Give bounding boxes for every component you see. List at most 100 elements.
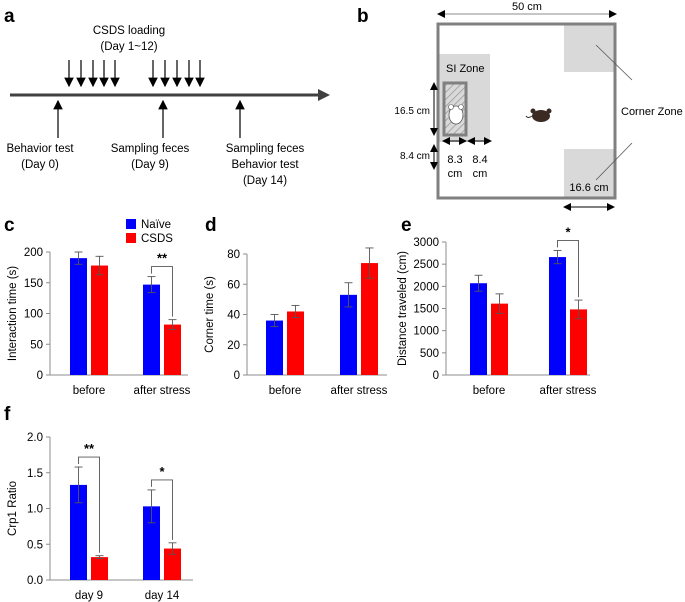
panel-label-c: c	[4, 215, 15, 236]
legend-swatch-naive	[126, 219, 136, 229]
y-tick-label: 2000	[413, 281, 439, 293]
bar-csds	[164, 324, 181, 375]
corner-width-label: 16.6 cm	[569, 182, 608, 194]
event-2-line3: (Day 14)	[243, 175, 287, 187]
significance-bracket	[151, 479, 173, 540]
bar-csds	[491, 303, 508, 375]
significance-bracket	[151, 266, 173, 317]
event-1-line2: (Day 9)	[131, 159, 169, 171]
event-1-line1: Sampling feces	[111, 143, 190, 155]
x-category-label: after stress	[331, 385, 388, 397]
loading-arrows	[64, 60, 205, 88]
y-tick-label: 2500	[413, 259, 439, 271]
bar-csds	[570, 309, 587, 375]
y-tick-label: 50	[30, 339, 43, 351]
zone-width-unit: cm	[473, 168, 488, 180]
significance-bracket	[78, 456, 100, 553]
x-category-label: day 14	[145, 590, 180, 602]
legend: Naïve CSDS	[126, 219, 173, 245]
bar-csds	[91, 557, 108, 580]
timeline-arrowhead	[318, 89, 330, 101]
corner-callout-line-bottom	[595, 142, 633, 181]
bar-csds	[91, 265, 108, 375]
chart-c-interaction-time: 0 50 100 150 200 Interaction time (s) before af…	[7, 247, 191, 397]
significance-bracket	[557, 239, 579, 298]
bar-csds	[361, 263, 378, 375]
y-tick-label: 0.0	[27, 575, 43, 587]
y-tick-label: 3000	[413, 237, 439, 249]
x-category-label: before	[473, 385, 506, 397]
panel-label-d: d	[205, 215, 217, 236]
panel-label-b: b	[357, 6, 369, 27]
significance-label: *	[159, 464, 165, 479]
y-tick-label: 500	[420, 348, 439, 360]
legend-label-naive: Naïve	[141, 219, 171, 231]
y-tick-label: 1000	[413, 326, 439, 338]
y-tick-label: 1500	[413, 304, 439, 316]
csds-loading-days: (Day 1~12)	[100, 41, 157, 53]
y-tick-label: 60	[227, 279, 240, 291]
panel-label-a: a	[4, 6, 15, 27]
event-2-line1: Sampling feces	[226, 143, 305, 155]
bar-naive	[70, 258, 87, 375]
x-category-label: after stress	[134, 385, 191, 397]
y-tick-label: 1.0	[27, 504, 43, 516]
significance-label: **	[84, 441, 95, 456]
x-category-label: before	[269, 385, 302, 397]
y-tick-label: 2.0	[27, 432, 43, 444]
panel-b-arena: b 50 cm SI Zone Corner Zone 16	[357, 1, 683, 211]
csds-loading-title: CSDS loading	[93, 25, 165, 37]
cage-mouse-icon	[448, 104, 464, 125]
y-tick-label: 20	[227, 340, 240, 352]
bar-naive	[70, 484, 87, 580]
bar-naive	[266, 320, 283, 375]
corner-zone-label: Corner Zone	[621, 106, 683, 118]
cage-width-unit: cm	[448, 168, 463, 180]
bar-naive	[470, 283, 487, 375]
corner-zone-bottom	[564, 149, 615, 198]
x-category-label: after stress	[540, 385, 597, 397]
cage-height-label: 16.5 cm	[394, 106, 430, 117]
zone-width-value: 8.4	[472, 154, 487, 166]
y-tick-label: 200	[24, 247, 43, 259]
y-axis-title: Crp1 Ratio	[7, 481, 19, 536]
y-tick-label: 0	[37, 370, 43, 382]
bar-csds	[287, 311, 304, 375]
significance-label: *	[565, 224, 571, 239]
x-category-label: before	[73, 385, 106, 397]
chart-d-corner-time: 0 20 40 60 80 Corner time (s) before after stre…	[204, 247, 388, 397]
y-tick-label: 0	[234, 370, 240, 382]
bar-naive	[143, 284, 160, 375]
zone-height-label: 8.4 cm	[400, 151, 430, 162]
si-zone-label: SI Zone	[446, 63, 485, 75]
y-tick-label: 0.5	[27, 539, 43, 551]
panel-a-timeline: a CSDS loading (Day 1~12) Behavior test …	[4, 6, 330, 187]
event-0-line2: (Day 0)	[21, 159, 59, 171]
bar-naive	[549, 257, 566, 375]
arena-width-label: 50 cm	[512, 1, 542, 13]
cage-width-value: 8.3	[447, 154, 462, 166]
y-tick-label: 1.5	[27, 468, 43, 480]
y-axis-title: Corner time (s)	[204, 276, 216, 353]
corner-zone-top	[564, 24, 615, 72]
corner-callout-line-top	[595, 44, 633, 81]
y-tick-label: 0	[433, 370, 439, 382]
x-category-label: day 9	[75, 590, 103, 602]
significance-label: **	[157, 251, 168, 266]
mouse-icon	[525, 108, 552, 122]
event-2-line2: Behavior test	[231, 159, 299, 171]
chart-e-distance-traveled: 0 500 1000 1500 2000 2500 3000 Distance travele…	[397, 224, 597, 397]
arena-wall	[436, 22, 617, 200]
bar-naive	[143, 506, 160, 580]
legend-label-csds: CSDS	[141, 233, 173, 245]
panel-label-e: e	[401, 215, 412, 236]
y-tick-label: 40	[227, 310, 240, 322]
bar-naive	[340, 294, 357, 375]
event-0-line1: Behavior test	[6, 143, 74, 155]
y-tick-label: 150	[24, 278, 43, 290]
legend-swatch-csds	[126, 233, 136, 243]
y-axis-title: Distance traveled (cm)	[397, 251, 409, 366]
panel-label-f: f	[4, 404, 11, 425]
